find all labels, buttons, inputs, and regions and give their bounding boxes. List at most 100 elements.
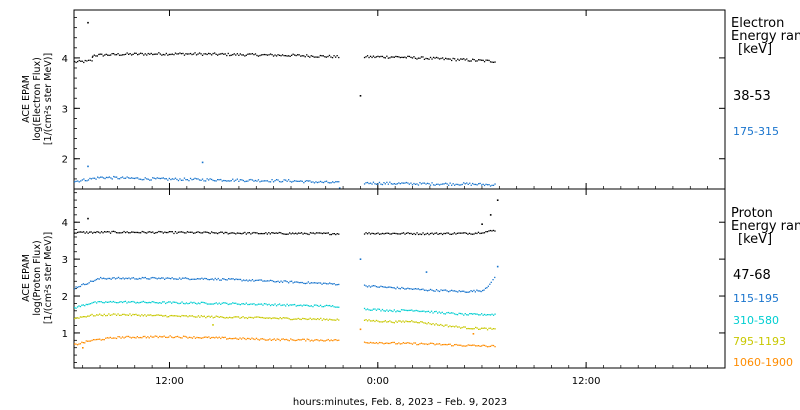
electron-data-point xyxy=(183,177,186,179)
electron-data-point xyxy=(431,58,433,60)
proton-data-point xyxy=(138,314,140,316)
proton-data-point xyxy=(155,232,157,234)
electron-ylabel-line-2: log(Electron Flux) xyxy=(32,57,43,141)
electron-data-point xyxy=(83,61,85,64)
proton-data-point xyxy=(377,232,379,234)
proton-data-point xyxy=(109,336,111,339)
proton-data-point xyxy=(307,281,309,283)
proton-data-point xyxy=(269,279,272,281)
proton-legend: Proton Energy ran [keV] 47-68 115-195 31… xyxy=(731,206,800,369)
proton-data-point xyxy=(486,287,488,289)
proton-data-point xyxy=(200,315,202,317)
electron-data-point xyxy=(265,180,267,182)
proton-data-point xyxy=(413,288,415,290)
proton-data-point xyxy=(421,310,423,312)
proton-data-point xyxy=(309,305,311,307)
proton-data-point xyxy=(245,279,248,281)
proton-data-point xyxy=(372,308,375,310)
proton-data-point xyxy=(241,280,243,282)
proton-data-point xyxy=(327,283,329,285)
proton-data-point xyxy=(121,301,124,304)
electron-data-point xyxy=(89,59,91,61)
proton-data-point xyxy=(298,304,300,307)
electron-data-point xyxy=(107,176,109,179)
proton-data-point xyxy=(74,232,76,234)
proton-data-point xyxy=(123,301,125,303)
proton-data-point xyxy=(291,304,293,306)
proton-data-point xyxy=(416,232,418,234)
proton-data-point xyxy=(139,336,141,339)
proton-data-point xyxy=(103,302,105,304)
proton-data-point xyxy=(146,232,148,234)
proton-data-point xyxy=(396,286,398,288)
proton-data-point xyxy=(306,304,308,306)
proton-data-point xyxy=(365,285,367,287)
proton-data-point xyxy=(102,301,104,304)
proton-data-point xyxy=(106,337,108,339)
electron-data-point xyxy=(153,177,155,179)
electron-data-point xyxy=(114,54,116,56)
proton-data-point xyxy=(178,302,180,305)
proton-data-point xyxy=(470,233,472,235)
electron-data-point xyxy=(220,53,222,55)
proton-data-point xyxy=(470,328,472,330)
electron-data-point xyxy=(176,53,178,55)
proton-data-point xyxy=(315,232,318,234)
proton-data-point xyxy=(79,285,82,288)
electron-data-point xyxy=(469,60,471,62)
proton-data-point xyxy=(194,302,197,304)
proton-data-point xyxy=(150,335,152,337)
proton-data-point xyxy=(435,343,438,345)
proton-data-point xyxy=(129,301,131,303)
electron-data-point xyxy=(329,182,331,184)
proton-data-point xyxy=(212,317,214,319)
proton-data-point xyxy=(124,336,127,338)
proton-data-point xyxy=(211,278,213,280)
proton-data-point xyxy=(87,232,89,234)
proton-data-point xyxy=(126,302,128,304)
proton-data-point xyxy=(399,233,402,235)
proton-data-point xyxy=(470,290,472,292)
proton-data-point xyxy=(103,339,105,341)
proton-data-point xyxy=(369,286,372,288)
proton-data-point xyxy=(410,232,412,235)
proton-data-point xyxy=(327,338,329,341)
proton-data-point xyxy=(200,232,202,234)
proton-data-point xyxy=(413,342,415,344)
proton-data-point xyxy=(468,232,471,234)
electron-data-point xyxy=(124,53,127,55)
proton-data-point xyxy=(166,316,168,318)
proton-data-point xyxy=(412,310,414,312)
proton-data-point xyxy=(288,305,290,307)
proton-data-point xyxy=(202,315,204,318)
proton-data-point xyxy=(479,345,481,347)
proton-data-point xyxy=(280,280,282,282)
proton-data-point xyxy=(473,328,475,330)
electron-data-point xyxy=(221,52,223,55)
electron-data-point xyxy=(393,183,395,185)
electron-data-point xyxy=(435,183,438,185)
proton-data-point xyxy=(458,344,460,346)
electron-data-point xyxy=(466,58,468,60)
proton-data-point xyxy=(107,277,109,280)
proton-outlier-point xyxy=(359,258,362,260)
electron-data-point xyxy=(200,179,202,181)
electron-data-point xyxy=(491,61,493,63)
proton-data-point xyxy=(218,336,220,338)
proton-data-point xyxy=(218,232,220,234)
electron-data-point xyxy=(266,180,269,182)
proton-data-point xyxy=(278,303,281,305)
proton-data-point xyxy=(485,314,487,316)
electron-data-point xyxy=(458,59,460,61)
proton-data-point xyxy=(371,285,373,287)
electron-data-point xyxy=(164,178,166,180)
proton-data-point xyxy=(446,232,448,234)
proton-data-point xyxy=(199,278,201,280)
proton-data-point xyxy=(446,344,448,346)
proton-data-point xyxy=(268,280,270,282)
electron-data-point xyxy=(229,54,231,57)
electron-data-point xyxy=(321,181,323,183)
proton-data-point xyxy=(137,231,139,234)
electron-data-point xyxy=(159,177,161,180)
